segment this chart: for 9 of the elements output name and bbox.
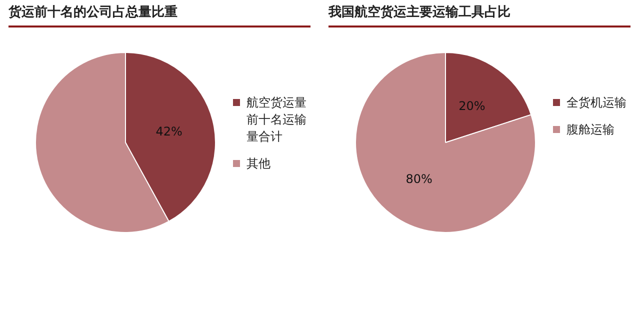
chart-title: 我国航空货运主要运输工具占比 [328,4,510,20]
legend-label: 其他 [246,156,270,170]
legend-label: 航空货运量前十名运输量合计 [246,96,306,144]
chart-title: 货运前十名的公司占总量比重 [8,4,178,20]
data-label: 20% [458,99,486,114]
legend-label: 全货机运输 [566,96,626,110]
data-label: 42% [156,124,182,138]
data-label: 80% [406,172,432,186]
legend-label: 腹舱运输 [566,122,614,136]
